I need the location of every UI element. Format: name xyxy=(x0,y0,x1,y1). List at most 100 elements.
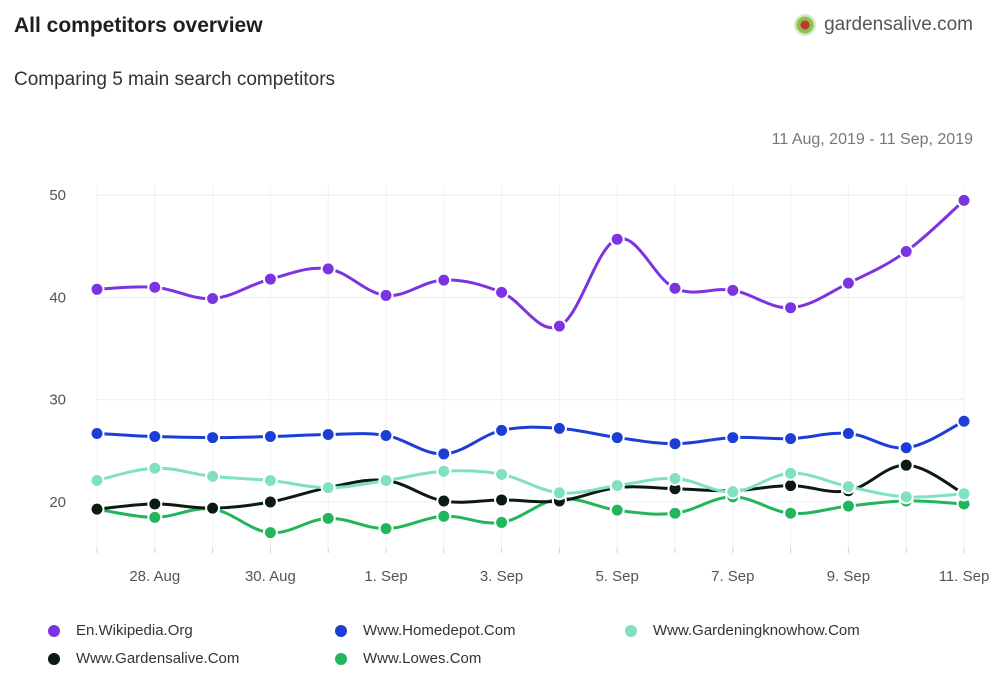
data-point-www-homedepot-com xyxy=(436,446,452,462)
legend-item[interactable]: Www.Lowes.Com xyxy=(335,650,481,667)
data-point-www-lowes-com xyxy=(320,510,336,526)
data-point-www-homedepot-com xyxy=(320,426,336,442)
data-point-www-gardeningknowhow-com xyxy=(262,473,278,489)
data-point-www-homedepot-com xyxy=(956,413,972,429)
data-point-www-gardensalive-com xyxy=(783,478,799,494)
x-tick-label: 3. Sep xyxy=(480,568,523,585)
data-point-www-lowes-com xyxy=(494,514,510,530)
legend-dot-icon xyxy=(335,624,347,637)
data-point-en-wikipedia-org xyxy=(378,287,394,303)
data-point-www-lowes-com xyxy=(262,525,278,541)
x-tick-label: 7. Sep xyxy=(711,568,754,585)
series-line-www-gardensalive-com xyxy=(95,463,966,511)
data-point-www-homedepot-com xyxy=(262,429,278,445)
data-point-en-wikipedia-org xyxy=(667,280,683,296)
gardensalive-favicon-icon xyxy=(794,14,817,36)
data-point-en-wikipedia-org xyxy=(840,275,856,291)
data-point-www-gardeningknowhow-com xyxy=(320,480,336,496)
data-point-www-gardeningknowhow-com xyxy=(898,489,914,505)
data-point-en-wikipedia-org xyxy=(898,243,914,259)
data-point-www-gardeningknowhow-com xyxy=(667,470,683,486)
legend-dot-icon xyxy=(48,624,60,637)
data-point-www-gardensalive-com xyxy=(147,496,163,512)
date-range[interactable]: 11 Aug, 2019 - 11 Sep, 2019 xyxy=(771,131,973,148)
legend-item[interactable]: Www.Gardeningknowhow.Com xyxy=(625,622,860,639)
data-point-www-gardeningknowhow-com xyxy=(783,465,799,481)
data-point-www-lowes-com xyxy=(783,505,799,521)
series-line-en-wikipedia-org xyxy=(95,198,966,330)
data-point-www-gardeningknowhow-com xyxy=(551,485,567,501)
data-point-en-wikipedia-org xyxy=(262,271,278,287)
y-tick-label: 30 xyxy=(49,392,66,409)
data-point-www-lowes-com xyxy=(667,505,683,521)
domain-label: gardensalive.com xyxy=(824,14,973,35)
data-point-www-lowes-com xyxy=(609,502,625,518)
data-point-en-wikipedia-org xyxy=(320,261,336,277)
data-point-www-homedepot-com xyxy=(551,420,567,436)
legend-dot-icon xyxy=(625,624,637,637)
chart-legend: En.Wikipedia.Org Www.Homedepot.Com Www.Gar… xyxy=(40,622,980,678)
x-tick-label: 5. Sep xyxy=(596,568,639,585)
legend-label: En.Wikipedia.Org xyxy=(76,622,193,639)
series-line-www-lowes-com xyxy=(95,495,966,535)
x-tick-label: 9. Sep xyxy=(827,568,870,585)
data-point-www-homedepot-com xyxy=(840,425,856,441)
data-point-en-wikipedia-org xyxy=(551,318,567,334)
y-tick-label: 20 xyxy=(49,494,66,511)
legend-item[interactable]: En.Wikipedia.Org xyxy=(48,622,193,639)
data-point-www-gardeningknowhow-com xyxy=(205,468,221,484)
legend-item[interactable]: Www.Gardensalive.Com xyxy=(48,650,239,667)
data-point-en-wikipedia-org xyxy=(89,281,105,297)
series-line-www-homedepot-com xyxy=(95,419,966,456)
data-point-en-wikipedia-org xyxy=(494,284,510,300)
data-point-www-homedepot-com xyxy=(378,428,394,444)
x-tick-label: 1. Sep xyxy=(364,568,407,585)
y-tick-label: 50 xyxy=(49,187,66,204)
data-point-www-gardeningknowhow-com xyxy=(609,478,625,494)
data-point-www-gardensalive-com xyxy=(898,457,914,473)
legend-label: Www.Homedepot.Com xyxy=(363,622,516,639)
legend-label: Www.Gardeningknowhow.Com xyxy=(653,622,860,639)
data-point-www-gardensalive-com xyxy=(494,492,510,508)
page-title: All competitors overview xyxy=(14,14,263,37)
legend-label: Www.Gardensalive.Com xyxy=(76,650,240,667)
data-point-www-homedepot-com xyxy=(494,422,510,438)
data-point-www-homedepot-com xyxy=(898,440,914,456)
data-point-www-lowes-com xyxy=(840,498,856,514)
data-point-en-wikipedia-org xyxy=(783,300,799,316)
data-point-en-wikipedia-org xyxy=(147,279,163,295)
data-point-www-gardeningknowhow-com xyxy=(147,460,163,476)
data-point-www-gardeningknowhow-com xyxy=(725,484,741,500)
x-tick-label: 30. Aug xyxy=(245,568,296,585)
x-tick-label: 28. Aug xyxy=(129,568,180,585)
x-tick-label: 11. Sep xyxy=(939,568,990,585)
data-point-www-gardeningknowhow-com xyxy=(840,479,856,495)
data-point-en-wikipedia-org xyxy=(956,192,972,208)
data-point-www-gardensalive-com xyxy=(436,493,452,509)
data-point-www-homedepot-com xyxy=(205,430,221,446)
data-point-www-lowes-com xyxy=(147,509,163,525)
legend-label: Www.Lowes.Com xyxy=(363,650,482,667)
data-point-www-gardeningknowhow-com xyxy=(378,473,394,489)
data-point-www-lowes-com xyxy=(436,508,452,524)
data-point-www-homedepot-com xyxy=(783,431,799,447)
data-point-www-homedepot-com xyxy=(89,425,105,441)
data-point-www-gardeningknowhow-com xyxy=(494,466,510,482)
data-point-www-gardensalive-com xyxy=(205,500,221,516)
data-point-www-gardeningknowhow-com xyxy=(956,486,972,502)
data-point-www-gardeningknowhow-com xyxy=(436,463,452,479)
data-point-en-wikipedia-org xyxy=(436,272,452,288)
data-point-www-homedepot-com xyxy=(147,429,163,445)
legend-dot-icon xyxy=(48,652,60,665)
data-point-en-wikipedia-org xyxy=(609,231,625,247)
data-point-www-gardensalive-com xyxy=(262,494,278,510)
legend-item[interactable]: Www.Homedepot.Com xyxy=(335,622,516,639)
data-point-www-gardensalive-com xyxy=(89,501,105,517)
data-point-en-wikipedia-org xyxy=(725,282,741,298)
y-tick-label: 40 xyxy=(49,289,66,306)
domain-badge: gardensalive.com xyxy=(794,14,973,36)
data-point-en-wikipedia-org xyxy=(205,291,221,307)
data-point-www-homedepot-com xyxy=(667,436,683,452)
data-point-www-gardeningknowhow-com xyxy=(89,473,105,489)
